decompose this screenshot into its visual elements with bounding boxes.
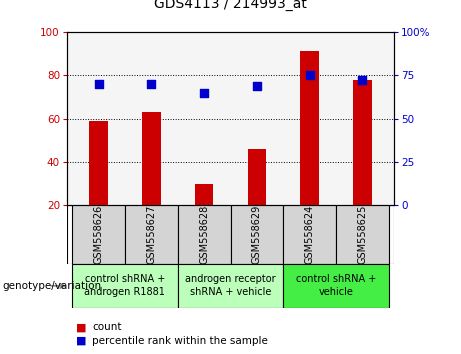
Point <box>148 81 155 87</box>
Text: ■: ■ <box>76 336 87 346</box>
Text: control shRNA +
vehicle: control shRNA + vehicle <box>296 274 376 297</box>
Text: GSM558626: GSM558626 <box>94 205 104 264</box>
Text: androgen receptor
shRNA + vehicle: androgen receptor shRNA + vehicle <box>185 274 276 297</box>
Bar <box>142 112 160 205</box>
Text: GSM558628: GSM558628 <box>199 205 209 264</box>
Text: control shRNA +
androgen R1881: control shRNA + androgen R1881 <box>84 274 165 297</box>
Text: ■: ■ <box>76 322 87 332</box>
Bar <box>284 264 389 308</box>
Bar <box>177 205 230 264</box>
Bar <box>230 205 284 264</box>
Bar <box>301 51 319 205</box>
Text: percentile rank within the sample: percentile rank within the sample <box>92 336 268 346</box>
Bar <box>353 80 372 205</box>
Point <box>359 78 366 83</box>
Point <box>306 73 313 78</box>
Bar <box>336 205 389 264</box>
Bar <box>195 184 213 205</box>
Bar <box>284 205 336 264</box>
Text: count: count <box>92 322 122 332</box>
Text: GSM558625: GSM558625 <box>357 205 367 264</box>
Bar <box>89 121 108 205</box>
Text: GSM558627: GSM558627 <box>146 205 156 264</box>
Bar <box>72 264 177 308</box>
Point <box>95 81 102 87</box>
Text: GSM558629: GSM558629 <box>252 205 262 264</box>
Point <box>253 83 260 88</box>
Text: GDS4113 / 214993_at: GDS4113 / 214993_at <box>154 0 307 11</box>
Bar <box>248 149 266 205</box>
Text: GSM558624: GSM558624 <box>305 205 315 264</box>
Text: genotype/variation: genotype/variation <box>2 281 101 291</box>
Point <box>201 90 208 96</box>
Bar <box>72 205 125 264</box>
Bar <box>177 264 284 308</box>
Bar <box>125 205 177 264</box>
